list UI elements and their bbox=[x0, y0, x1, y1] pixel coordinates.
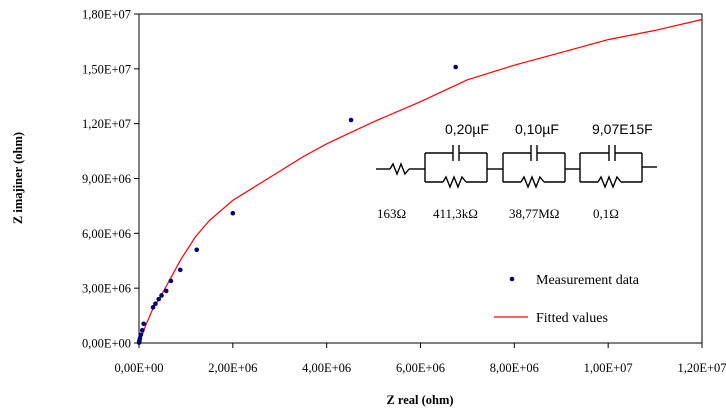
resistor-1-icon bbox=[442, 175, 467, 189]
legend: Measurement data Fitted values bbox=[494, 273, 640, 326]
measurement-point bbox=[168, 278, 174, 284]
equivalent-circuit-diagram bbox=[376, 145, 657, 189]
y-tick-label: 1,50E+07 bbox=[82, 62, 131, 76]
measurement-point bbox=[348, 117, 354, 123]
x-tick-label: 0,00E+00 bbox=[114, 361, 163, 375]
measurement-point bbox=[159, 293, 164, 298]
measurement-point bbox=[453, 64, 458, 70]
x-axis-title: Z real (ohm) bbox=[386, 393, 453, 407]
measurement-point bbox=[156, 296, 162, 302]
measurement-point bbox=[153, 301, 158, 307]
measurement-point bbox=[141, 321, 146, 327]
y-axis: 0,00E+00 3,00E+06 6,00E+06 9,00E+06 1,20E+07… bbox=[82, 8, 139, 351]
y-tick-label: 1,20E+07 bbox=[82, 117, 131, 131]
resistor-3-label: 0,1Ω bbox=[593, 206, 619, 221]
measurement-data-series bbox=[136, 64, 458, 345]
y-tick-label: 3,00E+06 bbox=[82, 282, 131, 296]
x-tick-label: 1,00E+07 bbox=[584, 361, 633, 375]
measurement-point bbox=[138, 332, 144, 338]
measurement-point bbox=[137, 336, 143, 341]
measurement-point bbox=[230, 210, 236, 216]
resistor-series-label: 163Ω bbox=[377, 206, 406, 221]
resistor-2-icon bbox=[520, 175, 545, 189]
measurement-point bbox=[139, 327, 145, 333]
capacitor-2-label: 0,10µF bbox=[515, 121, 559, 137]
y-axis-title: Z imajiner (ohm) bbox=[11, 132, 25, 224]
x-tick-label: 1,20E+07 bbox=[677, 361, 726, 375]
measurement-point bbox=[177, 267, 183, 273]
resistor-2-label: 38,77MΩ bbox=[509, 206, 559, 221]
series-resistor-icon bbox=[389, 162, 410, 176]
x-tick-label: 2,00E+06 bbox=[208, 361, 257, 375]
resistor-3-icon bbox=[597, 175, 622, 189]
capacitor-1-label: 0,20µF bbox=[445, 121, 489, 137]
y-tick-label: 0,00E+00 bbox=[82, 337, 131, 351]
legend-label-measurement: Measurement data bbox=[536, 273, 640, 288]
capacitor-3-label: 9,07E15F bbox=[592, 121, 653, 137]
measurement-point bbox=[150, 305, 156, 310]
resistor-1-label: 411,3kΩ bbox=[433, 206, 478, 221]
measurement-point bbox=[194, 247, 200, 253]
x-tick-label: 6,00E+06 bbox=[396, 361, 445, 375]
y-tick-label: 1,80E+07 bbox=[82, 8, 131, 22]
y-tick-label: 9,00E+06 bbox=[82, 172, 131, 186]
legend-label-fitted: Fitted values bbox=[536, 311, 608, 326]
legend-marker-icon bbox=[509, 276, 515, 282]
x-tick-label: 8,00E+06 bbox=[490, 361, 539, 375]
x-axis: 0,00E+00 2,00E+06 4,00E+06 6,00E+06 8,00E+06… bbox=[114, 343, 726, 375]
y-tick-label: 6,00E+06 bbox=[82, 227, 131, 241]
x-tick-label: 4,00E+06 bbox=[302, 361, 351, 375]
measurement-point bbox=[163, 288, 169, 294]
